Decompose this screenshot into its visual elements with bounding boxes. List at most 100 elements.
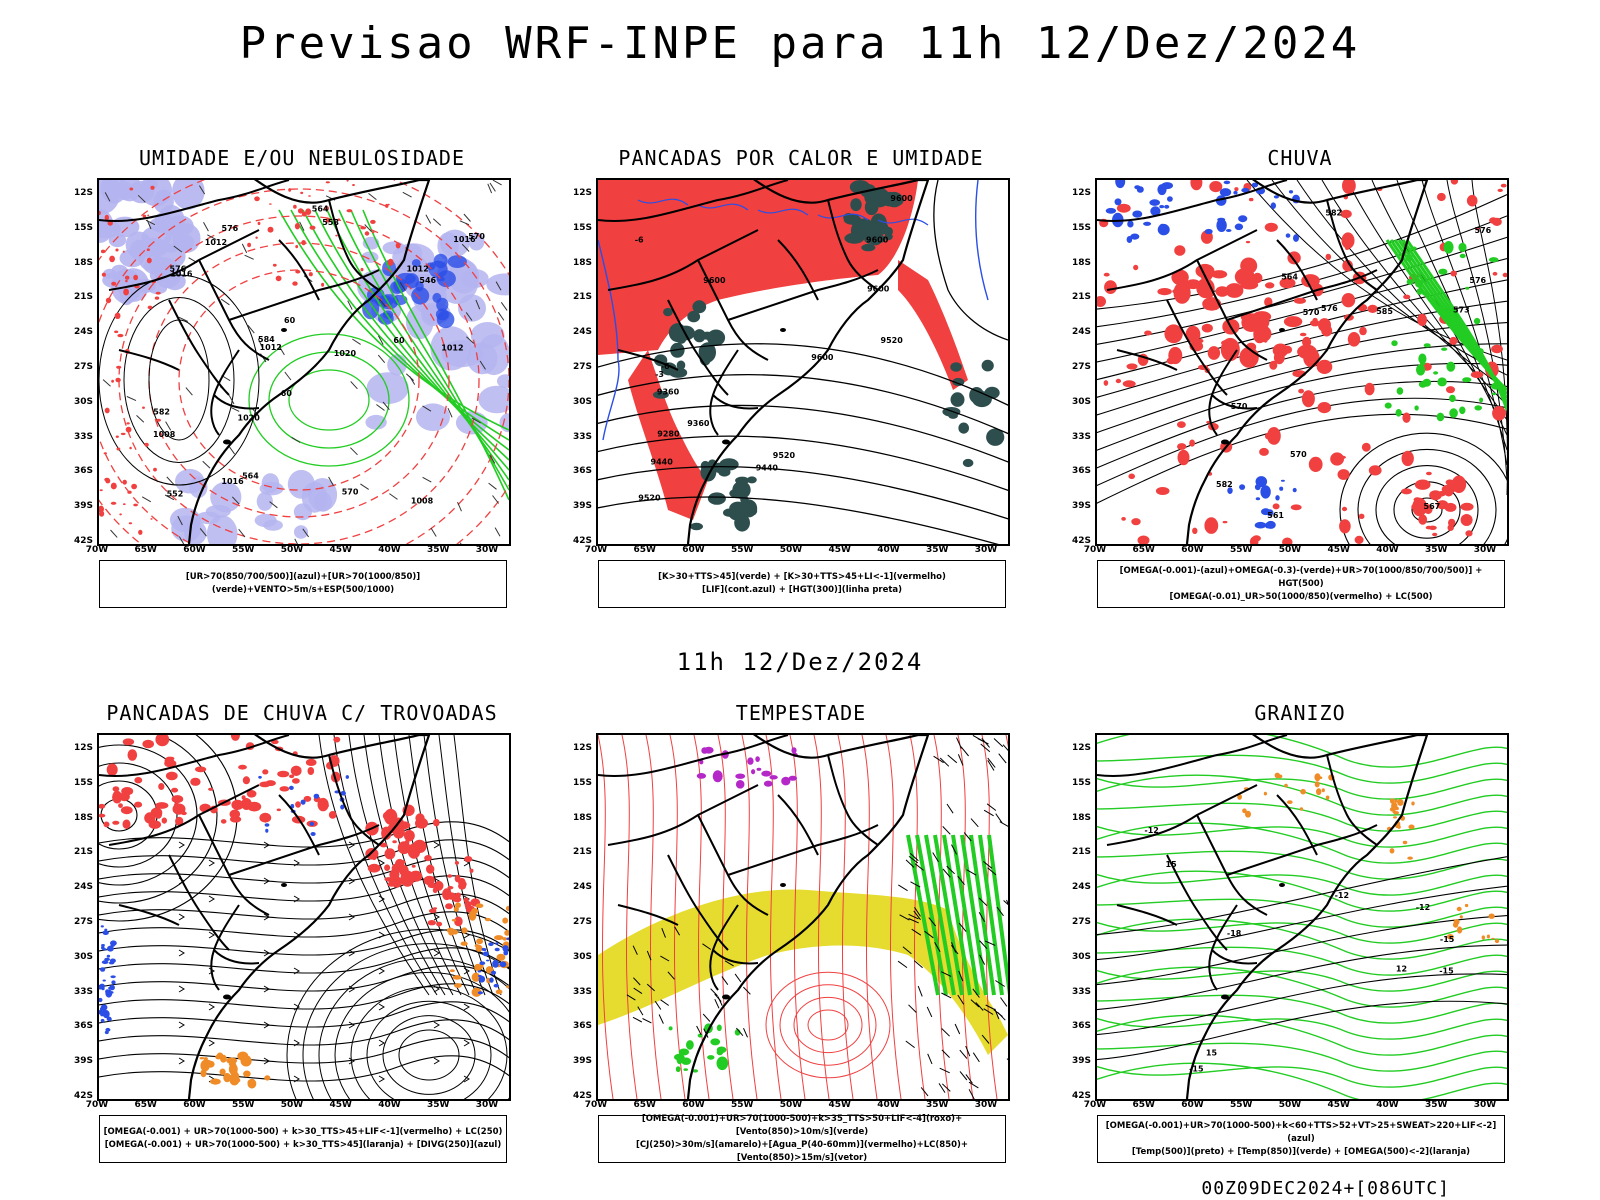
x-tick-label: 70W [581,1100,611,1110]
x-tick-label: 70W [1080,1100,1110,1110]
y-tick-label: 36S [67,466,93,476]
contour-label: 9520 [638,494,661,503]
x-tick-label: 30W [472,545,502,555]
contour-label: 546 [419,276,436,285]
x-tick-label: 30W [1470,1100,1500,1110]
contour-label: 15 [1206,1049,1218,1058]
y-tick-label: 39S [1065,1056,1091,1066]
y-tick-label: 12S [566,188,592,198]
y-tick-label: 33S [67,987,93,997]
map-svg-pancadas: 9600 9600 9600 9600 9600 9520 9520 9440 9440 9360… [598,180,1008,544]
map-chuva: 582 582 576 576 576 570 570 570 567 564 561 573 585 [1095,178,1509,546]
y-tick-label: 18S [67,813,93,823]
x-tick-label: 30W [971,1100,1001,1110]
legend-granizo: [OMEGA(-0.001)+UR>70(1000-500)+k<60+TTS>… [1097,1115,1505,1163]
x-tick-label: 45W [825,545,855,555]
legend-line: [LIF](cont.azul) + [HGT(300)](linha pret… [599,584,1005,597]
x-tick-label: 60W [180,545,210,555]
contour-label: 60 [393,336,405,345]
contour-label: 576 [1321,304,1338,313]
y-tick-label: 15S [67,223,93,233]
contour-label: 1016 [221,477,244,486]
y-tick-label: 18S [1065,813,1091,823]
contour-label: 1020 [334,349,357,358]
contour-label: -15 [1189,1065,1204,1074]
x-tick-label: 65W [630,545,660,555]
contour-label: 12 [1396,964,1407,973]
legend-line: [OMEGA(-0.001)-(azul)+OMEGA(-0.3)-(verde… [1098,565,1504,591]
y-tick-label: 12S [566,743,592,753]
x-tick-label: 70W [581,545,611,555]
x-tick-label: 55W [228,545,258,555]
x-tick-label: 70W [82,1100,112,1110]
y-tick-label: 15S [566,223,592,233]
y-tick-label: 12S [67,743,93,753]
contour-label: -6 [635,236,644,245]
contour-label: 564 [312,205,329,214]
panel-title-umidade: UMIDADE E/OU NEBULOSIDADE [92,146,512,170]
contour-label: 1008 [411,497,434,506]
legend-line: [K>30+TTS>45](verde) + [K>30+TTS>45+LI<-… [599,571,1005,584]
contour-label: 9360 [657,388,680,397]
x-tick-label: 50W [776,1100,806,1110]
legend-line: [CJ(250)>30m/s](amarelo)+[Agua_P(40-60mm… [599,1139,1005,1165]
x-tick-label: 55W [727,1100,757,1110]
contour-label: 9600 [703,276,726,285]
y-tick-label: 15S [67,778,93,788]
y-tick-label: 18S [566,258,592,268]
x-tick-label: 30W [472,1100,502,1110]
contour-label: -3 [655,370,664,379]
contour-label: -18 [1227,929,1242,938]
y-tick-label: 30S [67,952,93,962]
x-tick-label: 60W [679,545,709,555]
x-tick-label: 45W [326,1100,356,1110]
contour-label: 1012 [441,344,463,353]
x-tick-label: 35W [1421,545,1451,555]
y-tick-label: 33S [67,432,93,442]
contour-label: 60 [281,389,293,398]
contour-label: 558 [322,218,339,227]
x-tick-label: 55W [1226,1100,1256,1110]
y-tick-label: 27S [67,362,93,372]
map-svg-trovoadas [99,735,509,1099]
y-tick-label: 21S [566,847,592,857]
x-tick-label: 70W [1080,545,1110,555]
y-tick-label: 21S [1065,847,1091,857]
y-tick-label: 21S [67,292,93,302]
contour-label: 585 [1376,307,1393,316]
legend-line: [OMEGA(-0.001) + UR>70(1000-500) + k>30_… [100,1139,506,1152]
x-tick-label: 30W [971,545,1001,555]
contour-label: 576 [1475,226,1492,235]
map-granizo: -12 -12 -15 -15 -18 -12 -15 12 15 15 [1095,733,1509,1101]
contour-label: 584 [258,335,275,344]
x-tick-label: 60W [679,1100,709,1110]
contour-label: 60 [284,316,296,325]
legend-line: [OMEGA(-0.001)+UR>70(1000-500)+k>35_TTS>… [599,1113,1005,1139]
x-tick-label: 35W [922,1100,952,1110]
y-tick-label: 27S [1065,362,1091,372]
contour-label: 582 [1216,480,1233,489]
y-tick-label: 39S [566,1056,592,1066]
y-tick-label: 15S [1065,778,1091,788]
x-tick-label: 70W [82,545,112,555]
contour-label: 9600 [867,284,890,293]
x-tick-label: 50W [277,545,307,555]
contour-label: 9520 [773,451,796,460]
y-tick-label: 33S [1065,987,1091,997]
contour-label: 582 [1325,209,1342,218]
y-tick-label: 30S [566,397,592,407]
contour-label: 9280 [657,430,680,439]
y-tick-label: 24S [67,327,93,337]
y-tick-label: 24S [67,882,93,892]
contour-label: 561 [1267,511,1284,520]
y-tick-label: 30S [67,397,93,407]
contour-label: 9600 [811,353,834,362]
contour-label: 582 [153,407,170,416]
contour-label: -12 [1416,903,1430,912]
second-row-subtitle: 11h 12/Dez/2024 [0,648,1600,676]
y-tick-label: 24S [566,882,592,892]
y-tick-label: 27S [1065,917,1091,927]
y-tick-label: 36S [566,466,592,476]
legend-chuva: [OMEGA(-0.001)-(azul)+OMEGA(-0.3)-(verde… [1097,560,1505,608]
contour-label: 1008 [153,430,176,439]
